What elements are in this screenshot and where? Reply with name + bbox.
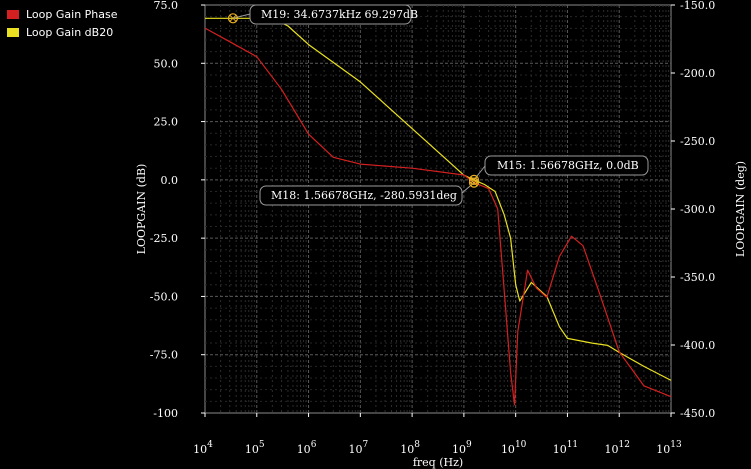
x-tick-exponent: 10 (515, 440, 527, 450)
marker-m15-label: M15: 1.56678GHz, 0.0dB (497, 159, 639, 172)
x-tick-base: 10 (501, 443, 515, 456)
x-tick-base: 10 (245, 443, 259, 456)
x-tick-label: 108 (400, 440, 420, 456)
x-tick-base: 10 (656, 443, 670, 456)
y-right-tick-label: -400.0 (680, 339, 715, 352)
x-tick-exponent: 9 (466, 440, 472, 450)
y-left-tick-label: 0.0 (161, 174, 179, 187)
x-tick-label: 105 (245, 440, 265, 456)
series-line-db20[interactable] (205, 17, 672, 381)
x-tick-exponent: 13 (670, 440, 682, 450)
axis-ticks: 104 105 106 107 108 109 1010 1011 1012 101375.050… (150, 0, 715, 456)
x-tick-base: 10 (604, 443, 618, 456)
y-axis-right-title: LOOPGAIN (deg) (734, 161, 747, 257)
x-tick-base: 10 (348, 443, 362, 456)
y-right-tick-label: -300.0 (680, 203, 715, 216)
legend-item-db20[interactable]: Loop Gain dB20 (7, 25, 113, 39)
legend-label-phase: Loop Gain Phase (26, 7, 118, 21)
x-tick-label: 1012 (604, 440, 629, 456)
grid (205, 5, 671, 413)
y-left-tick-label: -25.0 (150, 232, 178, 245)
x-tick-label: 1013 (656, 440, 682, 456)
x-tick-exponent: 4 (207, 440, 213, 450)
y-axis-left-title: LOOPGAIN (dB) (135, 164, 148, 255)
marker-m19-leader (232, 13, 251, 19)
legend-label-db20: Loop Gain dB20 (26, 25, 114, 39)
marker-m15-cross-b (470, 176, 478, 184)
x-tick-label: 107 (348, 440, 368, 456)
y-right-tick-label: -250.0 (680, 135, 715, 148)
x-tick-label: 109 (452, 440, 472, 456)
marker-m19-box[interactable] (249, 4, 412, 25)
y-left-tick-label: 25.0 (154, 116, 179, 129)
x-tick-exponent: 12 (618, 440, 629, 450)
y-left-tick-label: 50.0 (154, 57, 179, 70)
x-axis-title: freq (Hz) (413, 456, 463, 469)
marker-m18-label: M18: 1.56678GHz, -280.5931deg (271, 189, 457, 202)
y-right-tick-label: -200.0 (680, 67, 715, 80)
y-left-tick-label: -50.0 (150, 290, 178, 303)
y-left-tick-label: 75.0 (154, 0, 179, 12)
x-tick-base: 10 (193, 443, 207, 456)
marker-m19-cross-b (229, 14, 237, 22)
x-tick-label: 104 (193, 440, 213, 456)
x-tick-label: 1011 (553, 440, 578, 456)
legend-swatch-phase (7, 9, 19, 19)
marker-m19-point[interactable] (227, 13, 239, 24)
x-tick-base: 10 (297, 443, 311, 456)
x-tick-label: 106 (297, 440, 317, 456)
x-tick-base: 10 (400, 443, 414, 456)
legend-swatch-db20 (7, 27, 19, 37)
legend: Loop Gain Phase Loop Gain dB20 (0, 0, 133, 469)
legend-item-phase[interactable]: Loop Gain Phase (7, 7, 118, 21)
x-tick-exponent: 8 (414, 440, 420, 450)
y-right-tick-label: -150.0 (680, 0, 715, 12)
marker-m18-point[interactable] (468, 177, 480, 188)
series-line-phase[interactable] (204, 27, 672, 406)
x-tick-base: 10 (553, 443, 567, 456)
y-right-tick-label: -450.0 (680, 407, 715, 420)
x-tick-exponent: 11 (567, 440, 578, 450)
marker-m15-point[interactable] (468, 174, 480, 185)
marker-m19-label: M19: 34.6737kHz 69.297dB (261, 8, 418, 21)
x-tick-exponent: 5 (259, 440, 265, 450)
plot-area[interactable] (204, 4, 672, 414)
y-left-tick-label: -75.0 (150, 349, 178, 362)
x-tick-exponent: 6 (311, 440, 317, 450)
series (204, 17, 672, 406)
marker-m15-box[interactable] (484, 155, 649, 176)
y-right-tick-label: -350.0 (680, 271, 715, 284)
y-left-tick-label: -100 (153, 407, 178, 420)
marker-m18-box[interactable] (259, 185, 463, 206)
x-tick-base: 10 (452, 443, 466, 456)
x-tick-label: 1010 (501, 440, 527, 456)
x-tick-exponent: 7 (362, 440, 368, 450)
marker-m18-cross-b (470, 179, 478, 186)
markers: M19: 34.6737kHz 69.297dB M15: 1.56678GHz,… (227, 4, 649, 206)
